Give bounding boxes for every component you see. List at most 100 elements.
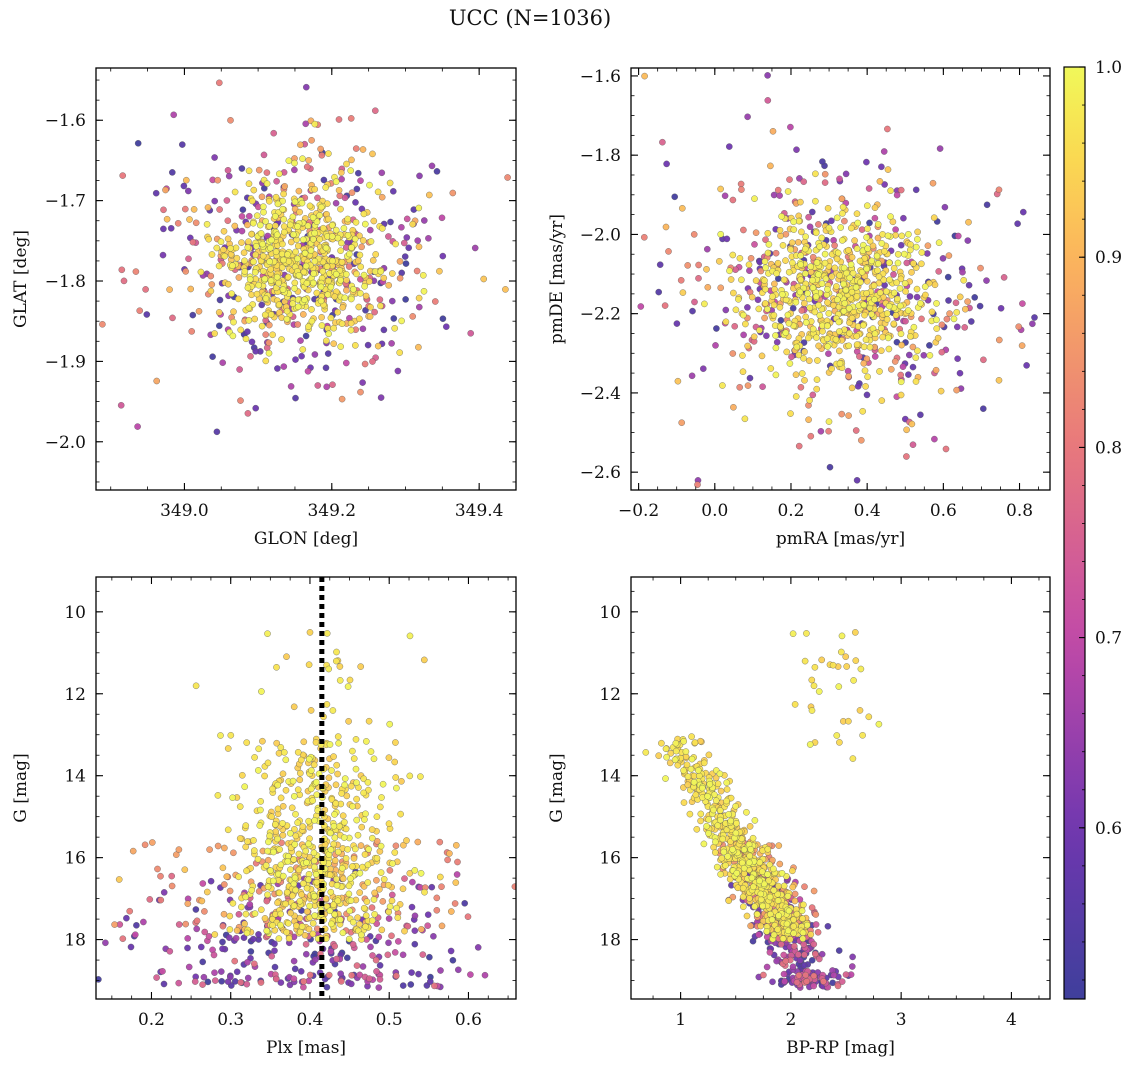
data-point [262, 295, 270, 302]
data-point [894, 251, 902, 258]
data-point [891, 289, 898, 297]
data-point [789, 305, 797, 312]
data-point [750, 883, 757, 891]
data-point [280, 190, 287, 198]
data-point [773, 338, 781, 346]
data-point [817, 428, 825, 435]
data-point [262, 331, 269, 338]
data-point [310, 849, 318, 857]
data-point [777, 323, 784, 330]
data-point [313, 878, 321, 886]
data-point [805, 213, 812, 221]
data-point [779, 935, 787, 942]
data-point [233, 254, 241, 262]
data-point [688, 372, 696, 380]
data-point [871, 296, 878, 303]
data-point [625, 367, 631, 373]
data-point [372, 107, 379, 114]
data-point [251, 269, 259, 276]
data-point [849, 953, 856, 961]
data-point [330, 901, 337, 909]
data-point [258, 906, 265, 913]
data-point [752, 229, 760, 236]
data-point [812, 197, 819, 205]
data-point [317, 145, 324, 153]
data-point [306, 971, 314, 979]
data-point [883, 316, 891, 323]
data-point [366, 278, 373, 285]
data-point [291, 198, 299, 206]
data-point [767, 365, 775, 372]
data-point [317, 297, 325, 305]
data-point [272, 193, 280, 201]
data-point [268, 813, 275, 820]
data-point [747, 922, 754, 930]
data-point [292, 248, 299, 256]
data-point [582, 376, 588, 382]
data-point [272, 828, 279, 835]
data-point [757, 267, 765, 275]
data-point [258, 688, 265, 695]
data-point [787, 410, 794, 417]
data-point [869, 242, 877, 250]
data-point [836, 739, 843, 746]
data-point [943, 315, 951, 323]
data-point [790, 226, 798, 233]
data-point [893, 279, 900, 286]
data-point [772, 371, 780, 379]
data-point [680, 799, 688, 806]
data-point [132, 268, 140, 275]
data-point [884, 166, 892, 173]
data-point [840, 280, 847, 288]
data-point [370, 217, 378, 225]
data-point [876, 178, 884, 185]
data-point [782, 329, 790, 336]
data-point [906, 351, 913, 359]
data-point [848, 224, 855, 232]
data-point [330, 340, 337, 347]
data-point [327, 888, 335, 896]
data-point [362, 810, 369, 818]
data-point [313, 289, 321, 297]
data-point [367, 226, 374, 234]
data-point [665, 248, 672, 255]
data-point [337, 205, 344, 213]
data-point [159, 968, 166, 975]
data-point [757, 922, 764, 930]
y-axis-label: GLAT [deg] [11, 230, 31, 328]
data-point [290, 856, 297, 863]
x-tick-label: 0.4 [296, 1010, 323, 1030]
data-point [691, 739, 699, 746]
data-point [279, 205, 286, 213]
data-point [914, 228, 921, 236]
data-point [223, 197, 231, 204]
data-point [411, 940, 419, 948]
data-point [309, 214, 317, 221]
data-point [729, 251, 737, 259]
data-point [808, 957, 816, 964]
data-point [688, 733, 695, 740]
data-point [712, 838, 719, 846]
data-point [262, 357, 270, 365]
data-point [327, 846, 335, 853]
data-point [325, 277, 332, 285]
data-point [336, 192, 344, 200]
data-point [353, 185, 361, 193]
data-point [244, 284, 252, 292]
x-axis-label: pmRA [mas/yr] [776, 529, 905, 549]
data-point [163, 215, 171, 223]
data-point [723, 235, 731, 243]
data-point [338, 239, 345, 247]
data-point [134, 140, 142, 147]
data-point [673, 320, 681, 327]
data-point [913, 293, 921, 301]
data-point [348, 295, 355, 303]
data-point [1014, 220, 1021, 227]
data-point [836, 175, 843, 183]
data-point [344, 215, 351, 223]
data-point [945, 297, 952, 304]
x-tick-label: 0.2 [777, 501, 804, 521]
data-point [697, 810, 705, 818]
data-point [250, 258, 257, 266]
